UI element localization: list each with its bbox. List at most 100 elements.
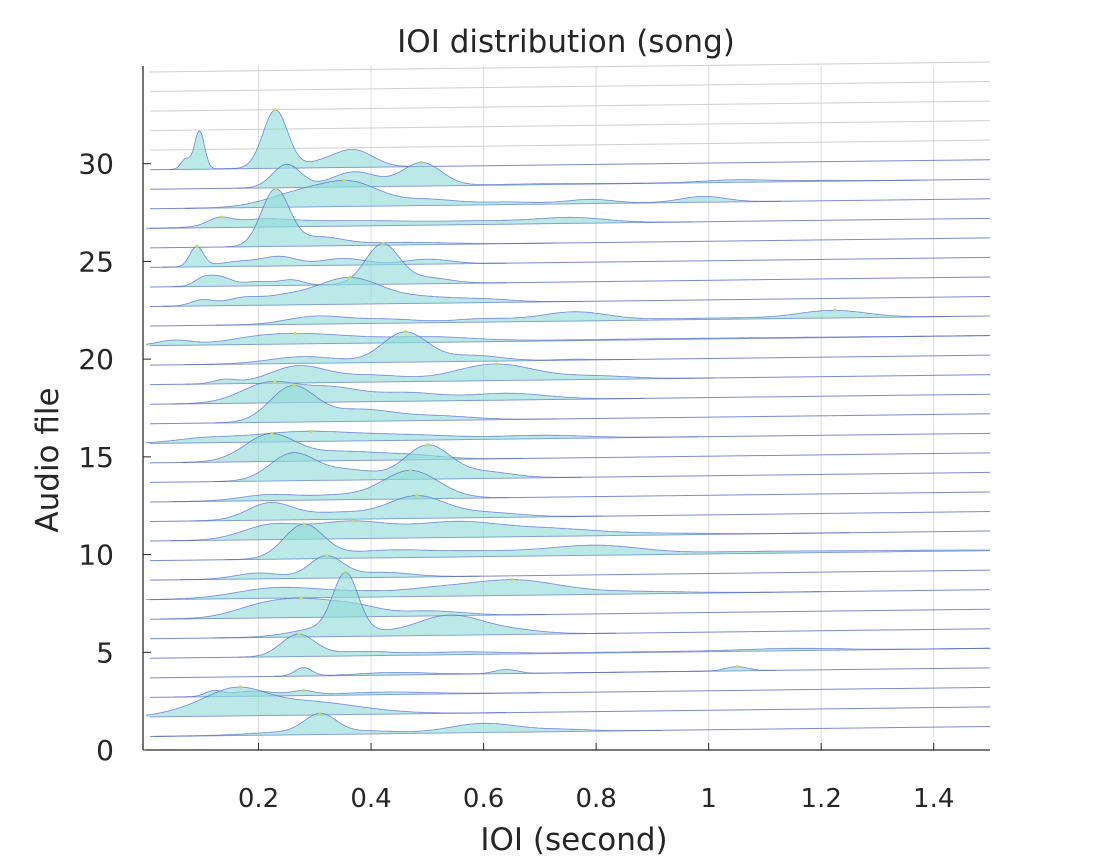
ridge-peak-17	[292, 383, 296, 388]
row-baseline	[149, 237, 991, 249]
ridge-peak-27	[219, 215, 224, 219]
row-baseline	[149, 569, 991, 581]
row-baseline	[149, 198, 991, 210]
ridge-line-26	[226, 188, 557, 248]
ridge-area-20	[185, 331, 633, 365]
ridge-line-17	[213, 385, 557, 424]
ridge-line-1	[154, 712, 661, 737]
ridge-peak-1	[318, 711, 322, 715]
ridge-peak-10	[302, 522, 306, 526]
x-tick-label: 0.6	[463, 784, 504, 814]
ridge-peak-18	[273, 379, 277, 383]
ridge-peak-16	[309, 429, 314, 433]
y-tick-label: 20	[78, 343, 114, 376]
row-baseline	[149, 706, 991, 718]
ridge-line-30	[169, 109, 425, 170]
ridge-peak-3	[301, 688, 306, 693]
ridge-area-17	[213, 385, 557, 423]
ridge-peak-6	[343, 570, 347, 574]
row-baseline	[149, 608, 991, 620]
x-tick-label: 1	[700, 784, 717, 814]
ridge-area-10	[224, 524, 991, 560]
ridge-peak-14	[425, 443, 430, 447]
ridge-area-30	[169, 109, 425, 170]
y-tick-label: 30	[78, 148, 114, 181]
ridge-peak-4	[735, 665, 740, 669]
ridge-line-18	[171, 381, 644, 405]
row-baseline	[149, 628, 991, 640]
ridge-peak-15	[270, 432, 274, 436]
ridge-area-13	[171, 470, 509, 502]
ridge-area-18	[171, 381, 645, 404]
ridge-peak-20	[404, 330, 408, 334]
x-tick-label: 0.4	[350, 784, 391, 814]
ridge-peak-24	[381, 241, 385, 246]
ridge-peak-21	[293, 331, 297, 335]
ridge-area-15	[181, 433, 523, 463]
ridge-area-8	[146, 579, 822, 600]
ridge-peak-30	[273, 108, 278, 112]
ridge-peak-19	[495, 362, 499, 366]
ridge-line-11	[171, 520, 850, 542]
row-baseline	[149, 413, 991, 425]
ridge-line-6	[213, 571, 616, 639]
ridge-line-10	[224, 523, 990, 560]
x-tick-label: 1.4	[913, 784, 954, 814]
row-baseline	[149, 256, 991, 268]
ridge-peak-22	[833, 308, 837, 312]
x-axis-label: IOI (second)	[480, 822, 667, 858]
ridge-area-29	[237, 162, 920, 189]
ridge-peak-26	[274, 187, 278, 191]
row-baseline	[149, 491, 991, 503]
ridge-line-25	[162, 245, 507, 268]
ridge-area-22	[216, 310, 951, 326]
ridge-peak-25	[195, 244, 199, 248]
row-baseline	[149, 335, 991, 347]
ridge-line-4	[273, 666, 777, 677]
ridge-peak-28	[342, 178, 346, 183]
ridge-area-23	[162, 277, 583, 307]
ridge-area-1	[154, 713, 661, 737]
row-baseline	[149, 315, 991, 327]
y-tick-label: 25	[78, 245, 114, 278]
ridge-peak-5	[297, 632, 302, 636]
row-baseline	[149, 61, 991, 73]
x-tick-label: 1.2	[801, 784, 842, 814]
chart-title: IOI distribution (song)	[397, 24, 735, 60]
ridge-line-28	[185, 179, 782, 209]
ridge-area-21	[146, 333, 990, 346]
ridge-line-5	[238, 633, 990, 658]
ridge-layer	[145, 108, 991, 737]
ridge-peak-11	[352, 519, 356, 523]
ridge-line-14	[213, 444, 583, 482]
x-tick-label: 0.8	[575, 784, 616, 814]
ridge-line-16	[145, 430, 698, 444]
ridge-line-22	[216, 309, 951, 326]
ridge-peak-2	[238, 685, 242, 689]
y-tick-label: 10	[78, 539, 114, 572]
ridge-area-11	[171, 520, 850, 541]
y-axis-label: Audio file	[30, 387, 66, 532]
x-tick-label: 0.2	[238, 784, 279, 814]
ridge-peak-29	[419, 160, 423, 165]
ridge-area-14	[213, 444, 583, 482]
ridge-line-9	[179, 555, 481, 581]
ridge-line-21	[145, 333, 990, 345]
ridge-peak-12	[415, 493, 419, 498]
ridge-area-4	[274, 666, 777, 677]
ridge-area-5	[238, 634, 991, 658]
y-tick-label: 0	[96, 734, 114, 767]
ridge-area-25	[162, 246, 507, 268]
ridge-line-23	[162, 277, 583, 307]
ridge-area-27	[146, 216, 692, 229]
ridge-line-13	[171, 469, 509, 502]
axis-layer: 0.2 0.4 0.6 0.8 1 1.2 1.4 0 5 10 15 20 25 30	[78, 66, 990, 814]
ridge-line-15	[181, 433, 523, 463]
ridge-area-26	[226, 188, 557, 247]
y-tick-label: 15	[78, 441, 114, 474]
ridge-peak-7	[299, 596, 303, 600]
ridge-area-19	[185, 363, 715, 385]
ridge-peak-8	[510, 578, 514, 582]
